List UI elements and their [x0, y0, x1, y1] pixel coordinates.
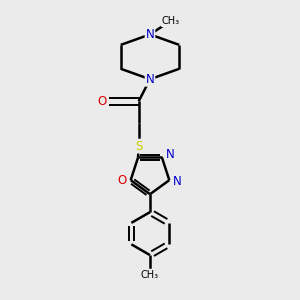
Text: N: N: [146, 73, 154, 86]
Text: CH₃: CH₃: [162, 16, 180, 26]
Text: N: N: [166, 148, 175, 161]
Text: O: O: [98, 95, 107, 108]
Text: N: N: [173, 175, 182, 188]
Text: CH₃: CH₃: [141, 269, 159, 280]
Text: N: N: [146, 28, 154, 41]
Text: S: S: [135, 140, 142, 153]
Text: O: O: [118, 174, 127, 187]
